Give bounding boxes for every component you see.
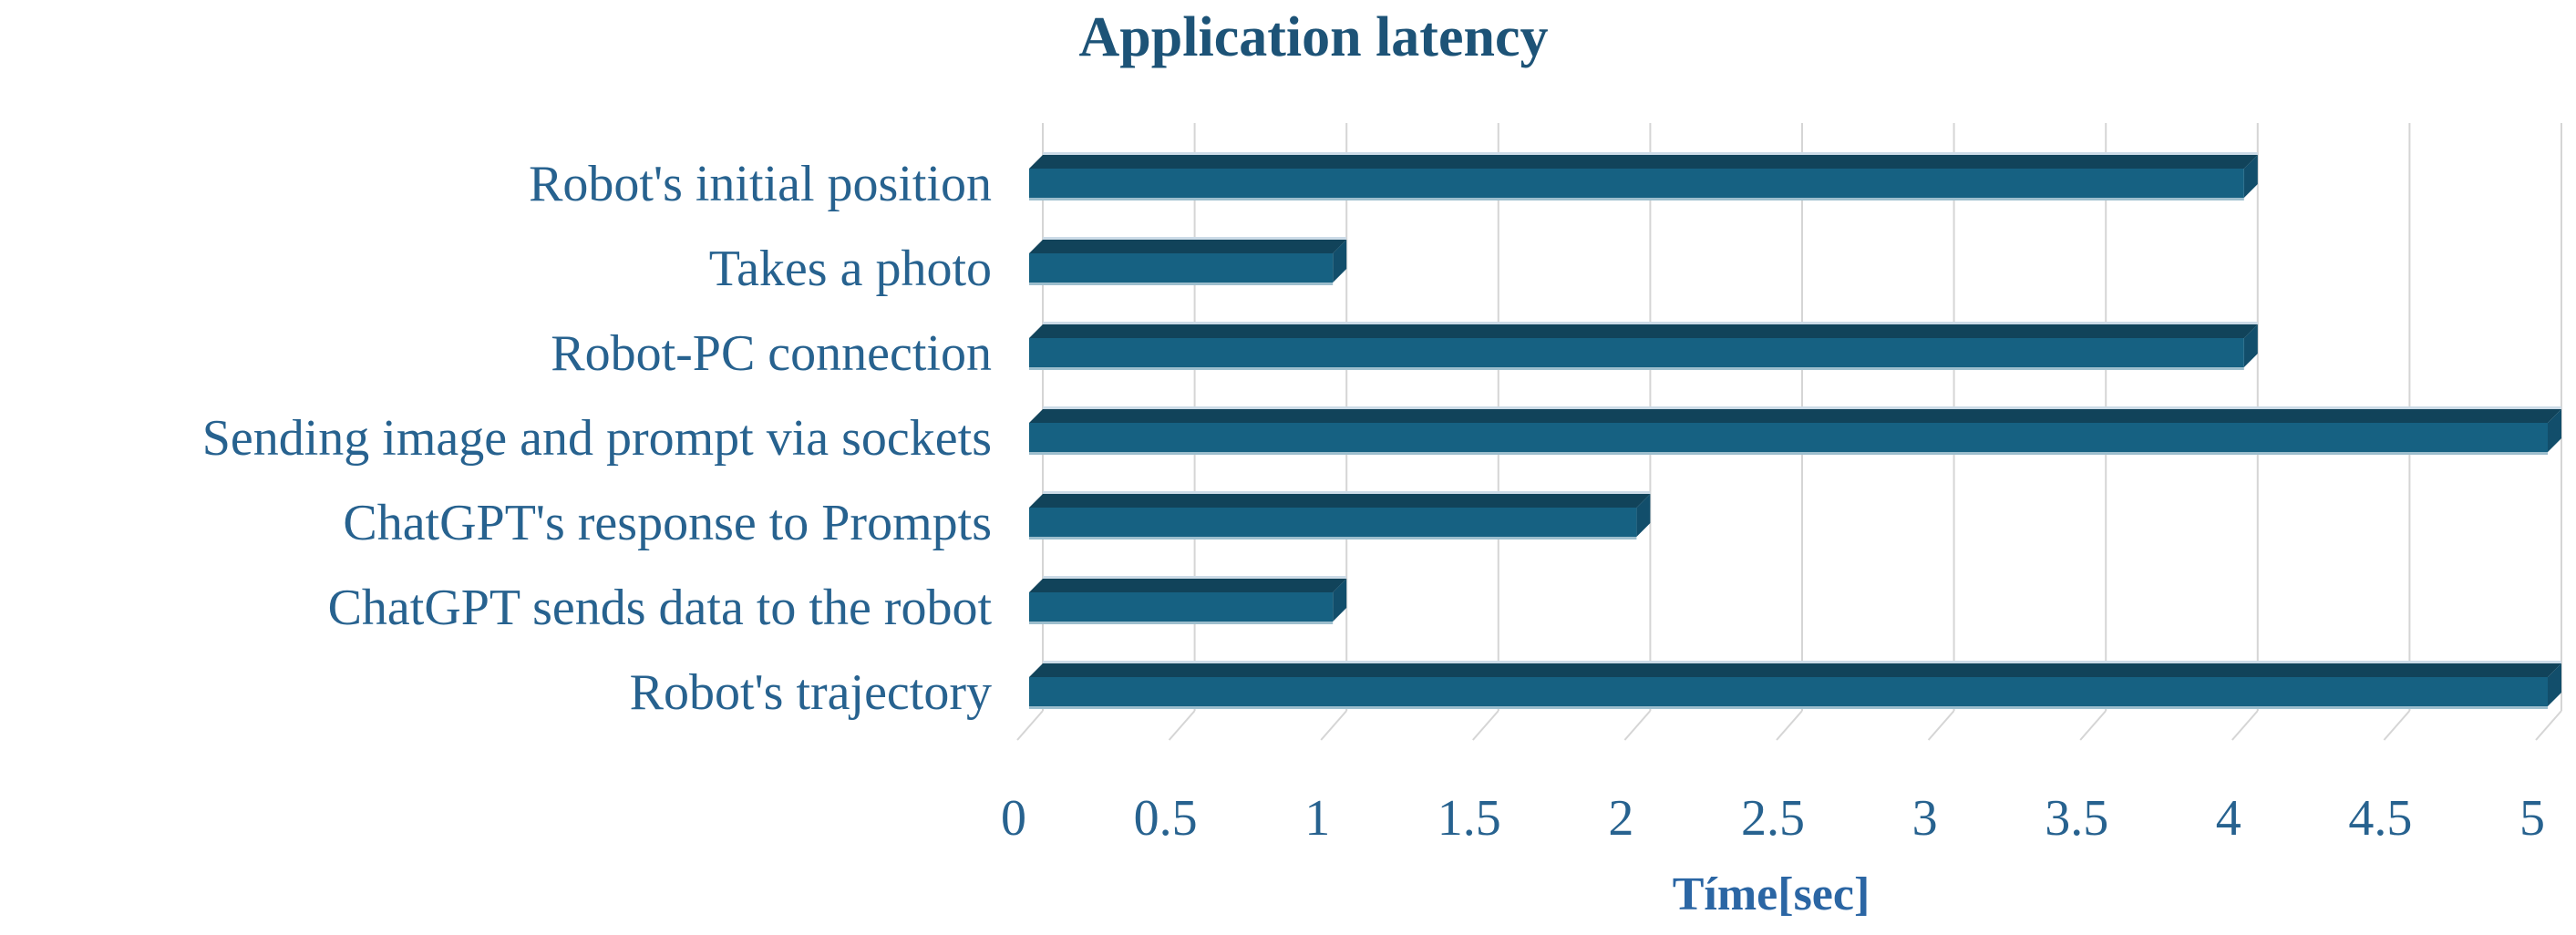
bar-row (1029, 576, 1347, 624)
bar-end-face (2243, 324, 2258, 367)
gridline-floor-segment (2383, 710, 2411, 741)
bar-front-face (1029, 169, 2244, 198)
bar-row (1029, 661, 2561, 709)
x-tick-label: 1.5 (1437, 790, 1501, 847)
x-tick-label: 2.5 (1741, 790, 1805, 847)
category-label: Robot's initial position (529, 156, 992, 212)
gridline-floor-segment (2079, 710, 2107, 741)
bar-top-face (1029, 240, 1347, 253)
chart-title: Application latency (1078, 6, 1549, 68)
bar-front-face (1029, 508, 1637, 537)
bar-top-face (1029, 155, 2258, 169)
x-tick-label: 4 (2216, 790, 2241, 847)
bar-front-face (1029, 253, 1334, 283)
bar-row (1029, 491, 1651, 539)
x-tick-label: 0.5 (1134, 790, 1198, 847)
x-tick-label: 3.5 (2045, 790, 2108, 847)
bar-row (1029, 406, 2561, 455)
category-label: Robot's trajectory (630, 664, 992, 721)
x-tick-label: 2 (1608, 790, 1633, 847)
x-tick-label: 3 (1912, 790, 1938, 847)
x-tick-label: 5 (2519, 790, 2545, 847)
category-label: ChatGPT sends data to the robot (328, 580, 993, 636)
bar-front-face (1029, 677, 2548, 706)
bar-end-face (2243, 155, 2258, 198)
bar-top-face (1029, 579, 1347, 592)
x-tick-labels: 0 0.5 1 1.5 2 2.5 3 3.5 4 4.5 5 (1001, 790, 2545, 847)
bar-row (1029, 322, 2258, 370)
gridline-floor-segment (2535, 710, 2562, 741)
gridline-floor-segment (1168, 710, 1196, 741)
gridline-floor-segment (2231, 710, 2259, 741)
category-label: Takes a photo (709, 241, 992, 297)
x-axis-title: Tíme[sec] (1672, 868, 1870, 920)
bar-top-face (1029, 409, 2561, 423)
x-tick-label: 1 (1304, 790, 1330, 847)
bar-end-face (2548, 409, 2561, 452)
gridline-floor-segment (1016, 710, 1044, 741)
bar-end-face (1333, 579, 1347, 622)
bar-end-face (2548, 663, 2561, 706)
bar-front-face (1029, 338, 2244, 367)
category-label: Robot-PC connection (551, 325, 992, 382)
category-label: Sending image and prompt via sockets (202, 410, 992, 467)
bar-top-face (1029, 663, 2561, 677)
bar-row (1029, 152, 2258, 200)
gridline-floor-segment (1927, 710, 1955, 741)
bar-end-face (1636, 494, 1651, 537)
gridline-floor-segment (1776, 710, 1803, 741)
gridline-floor-segment (1320, 710, 1347, 741)
bar-top-face (1029, 494, 1651, 508)
bar-front-face (1029, 592, 1334, 622)
category-label: ChatGPT's response to Prompts (343, 495, 992, 551)
bar-front-face (1029, 423, 2548, 452)
bar-row (1029, 237, 1347, 285)
x-tick-label: 0 (1001, 790, 1026, 847)
gridline-floor-segment (1472, 710, 1499, 741)
category-labels: Robot's initial position Takes a photo Rob… (202, 156, 993, 721)
bars (1029, 152, 2561, 709)
bar-end-face (1333, 240, 1347, 283)
bar-top-face (1029, 324, 2258, 338)
x-tick-label: 4.5 (2348, 790, 2412, 847)
gridline-floor-segment (1623, 710, 1652, 741)
